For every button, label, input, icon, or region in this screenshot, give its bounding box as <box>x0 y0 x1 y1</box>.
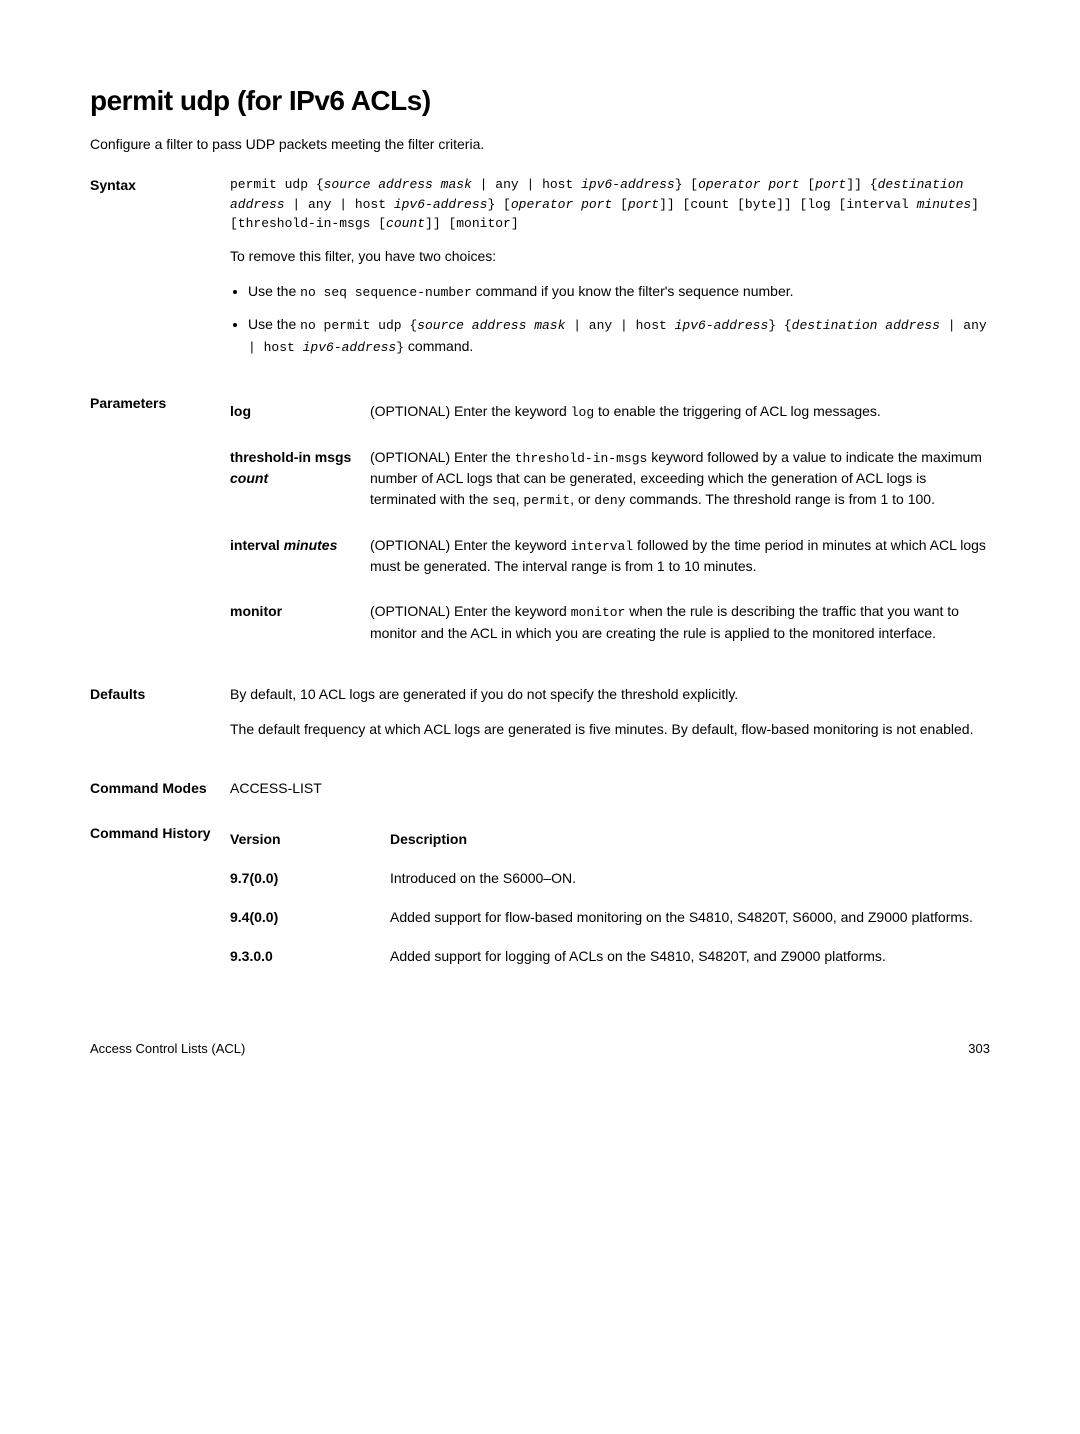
syntax-bullet-1: Use the no seq sequence-number command i… <box>248 281 990 303</box>
page-footer: Access Control Lists (ACL) 303 <box>90 1039 990 1059</box>
history-version: 9.3.0.0 <box>230 940 390 979</box>
modes-label: Command Modes <box>90 778 230 799</box>
history-desc: Introduced on the S6000–ON. <box>390 862 990 901</box>
defaults-content: By default, 10 ACL logs are generated if… <box>230 684 990 754</box>
page-title: permit udp (for IPv6 ACLs) <box>90 80 990 122</box>
history-row: 9.3.0.0 Added support for logging of ACL… <box>230 940 990 979</box>
history-version: 9.4(0.0) <box>230 901 390 940</box>
syntax-remove-text: To remove this filter, you have two choi… <box>230 246 990 267</box>
history-desc: Added support for logging of ACLs on the… <box>390 940 990 979</box>
param-name: log <box>230 393 370 439</box>
parameters-section: Parameters log (OPTIONAL) Enter the keyw… <box>90 393 990 660</box>
param-name: monitor <box>230 593 370 660</box>
history-desc: Added support for flow-based monitoring … <box>390 901 990 940</box>
syntax-bullets: Use the no seq sequence-number command i… <box>230 281 990 358</box>
defaults-section: Defaults By default, 10 ACL logs are gen… <box>90 684 990 754</box>
history-content: Version Description 9.7(0.0) Introduced … <box>230 823 990 979</box>
syntax-section: Syntax permit udp {source address mask |… <box>90 175 990 369</box>
defaults-p1: By default, 10 ACL logs are generated if… <box>230 684 990 705</box>
history-header-row: Version Description <box>230 823 990 862</box>
param-row: monitor (OPTIONAL) Enter the keyword mon… <box>230 593 990 660</box>
history-header-desc: Description <box>390 823 990 862</box>
param-desc: (OPTIONAL) Enter the keyword interval fo… <box>370 527 990 594</box>
param-name: interval minutes <box>230 527 370 594</box>
history-row: 9.7(0.0) Introduced on the S6000–ON. <box>230 862 990 901</box>
defaults-label: Defaults <box>90 684 230 754</box>
modes-section: Command Modes ACCESS-LIST <box>90 778 990 799</box>
footer-right: 303 <box>968 1039 990 1059</box>
parameters-content: log (OPTIONAL) Enter the keyword log to … <box>230 393 990 660</box>
parameters-label: Parameters <box>90 393 230 660</box>
history-section: Command History Version Description 9.7(… <box>90 823 990 979</box>
history-label: Command History <box>90 823 230 979</box>
syntax-label: Syntax <box>90 175 230 369</box>
param-row: interval minutes (OPTIONAL) Enter the ke… <box>230 527 990 594</box>
modes-content: ACCESS-LIST <box>230 778 990 799</box>
param-desc: (OPTIONAL) Enter the threshold-in-msgs k… <box>370 439 990 527</box>
param-name: threshold-in msgs count <box>230 439 370 527</box>
syntax-code: permit udp {source address mask | any | … <box>230 175 990 234</box>
param-row: threshold-in msgs count (OPTIONAL) Enter… <box>230 439 990 527</box>
history-header-version: Version <box>230 823 390 862</box>
param-row: log (OPTIONAL) Enter the keyword log to … <box>230 393 990 439</box>
parameters-table: log (OPTIONAL) Enter the keyword log to … <box>230 393 990 660</box>
history-version: 9.7(0.0) <box>230 862 390 901</box>
syntax-content: permit udp {source address mask | any | … <box>230 175 990 369</box>
intro-text: Configure a filter to pass UDP packets m… <box>90 134 990 155</box>
syntax-bullet-2: Use the no permit udp {source address ma… <box>248 314 990 357</box>
defaults-p2: The default frequency at which ACL logs … <box>230 719 990 740</box>
history-row: 9.4(0.0) Added support for flow-based mo… <box>230 901 990 940</box>
footer-left: Access Control Lists (ACL) <box>90 1039 245 1059</box>
history-table: Version Description 9.7(0.0) Introduced … <box>230 823 990 979</box>
param-desc: (OPTIONAL) Enter the keyword log to enab… <box>370 393 990 439</box>
param-desc: (OPTIONAL) Enter the keyword monitor whe… <box>370 593 990 660</box>
